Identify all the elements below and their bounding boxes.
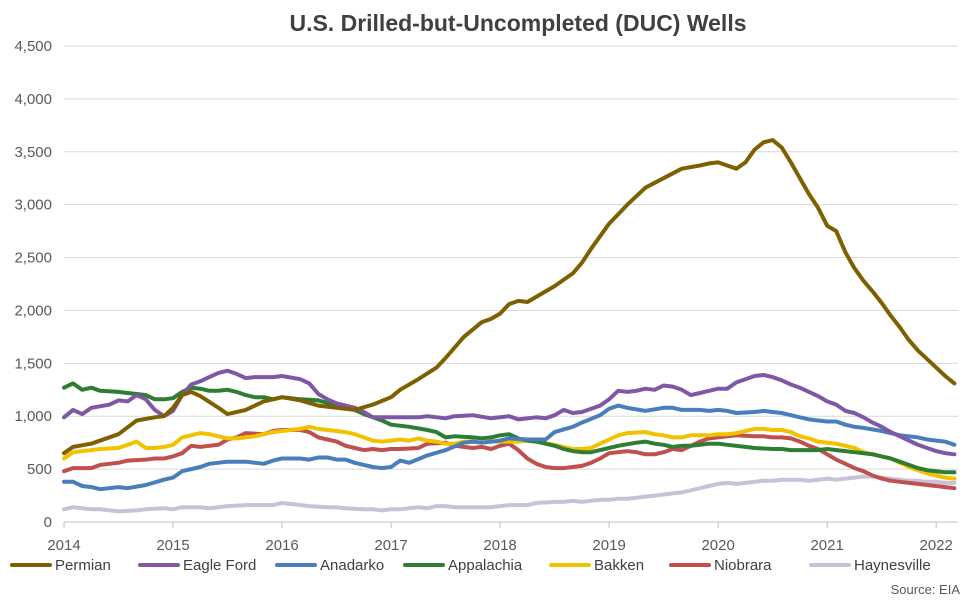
- x-tick-label: 2014: [47, 537, 80, 554]
- legend-label: Anadarko: [320, 557, 384, 574]
- x-tick-label: 2016: [265, 537, 298, 554]
- legend-item-bakken: Bakken: [549, 557, 644, 574]
- y-tick-label: 1,000: [14, 408, 52, 425]
- legend-item-anadarko: Anadarko: [275, 557, 384, 574]
- legend-item-eagle-ford: Eagle Ford: [138, 557, 256, 574]
- series-line-eagle-ford: [62, 368, 957, 457]
- series-line-permian: [62, 138, 957, 456]
- y-tick-label: 4,500: [14, 38, 52, 55]
- y-tick-label: 500: [27, 461, 52, 478]
- gridlines: [64, 45, 958, 470]
- series-lines: [62, 138, 957, 514]
- y-tick-label: 1,500: [14, 355, 52, 372]
- legend-label: Appalachia: [448, 557, 523, 574]
- chart-title: U.S. Drilled-but-Uncompleted (DUC) Wells: [289, 10, 746, 36]
- x-tick-label: 2018: [483, 537, 516, 554]
- series-line-anadarko: [62, 403, 957, 492]
- y-tick-label: 3,000: [14, 197, 52, 214]
- y-tick-label: 2,500: [14, 250, 52, 267]
- legend-item-permian: Permian: [10, 557, 111, 574]
- legend-label: Permian: [55, 557, 111, 574]
- x-tick-label: 2021: [810, 537, 843, 554]
- legend-item-haynesville: Haynesville: [809, 557, 931, 574]
- legend-item-appalachia: Appalachia: [403, 557, 523, 574]
- legend-label: Haynesville: [854, 557, 931, 574]
- y-tick-label: 2,000: [14, 302, 52, 319]
- series-line-haynesville: [62, 474, 957, 514]
- y-tick-label: 3,500: [14, 144, 52, 161]
- legend-label: Eagle Ford: [183, 557, 256, 574]
- legend-item-niobrara: Niobrara: [669, 557, 772, 574]
- series-line-bakken: [62, 424, 957, 481]
- legend: Permian Eagle Ford Anadarko Appalachia Bakke…: [10, 557, 931, 574]
- x-tick-label: 2019: [592, 537, 625, 554]
- source-note: Source: EIA: [891, 582, 961, 597]
- x-tick-label: 2015: [156, 537, 189, 554]
- y-tick-label: 0: [44, 514, 52, 531]
- x-tick-label: 2022: [920, 537, 953, 554]
- y-axis: 0 500 1,000 1,500 2,000 2,500 3,000 3,500 4,000 4…: [14, 38, 52, 531]
- x-tick-label: 2020: [701, 537, 734, 554]
- legend-label: Bakken: [594, 557, 644, 574]
- legend-label: Niobrara: [714, 557, 772, 574]
- x-axis: 2014 2015 2016 2017 2018 2019 2020 2021 2022: [47, 521, 958, 554]
- x-tick-label: 2017: [374, 537, 407, 554]
- y-tick-label: 4,000: [14, 91, 52, 108]
